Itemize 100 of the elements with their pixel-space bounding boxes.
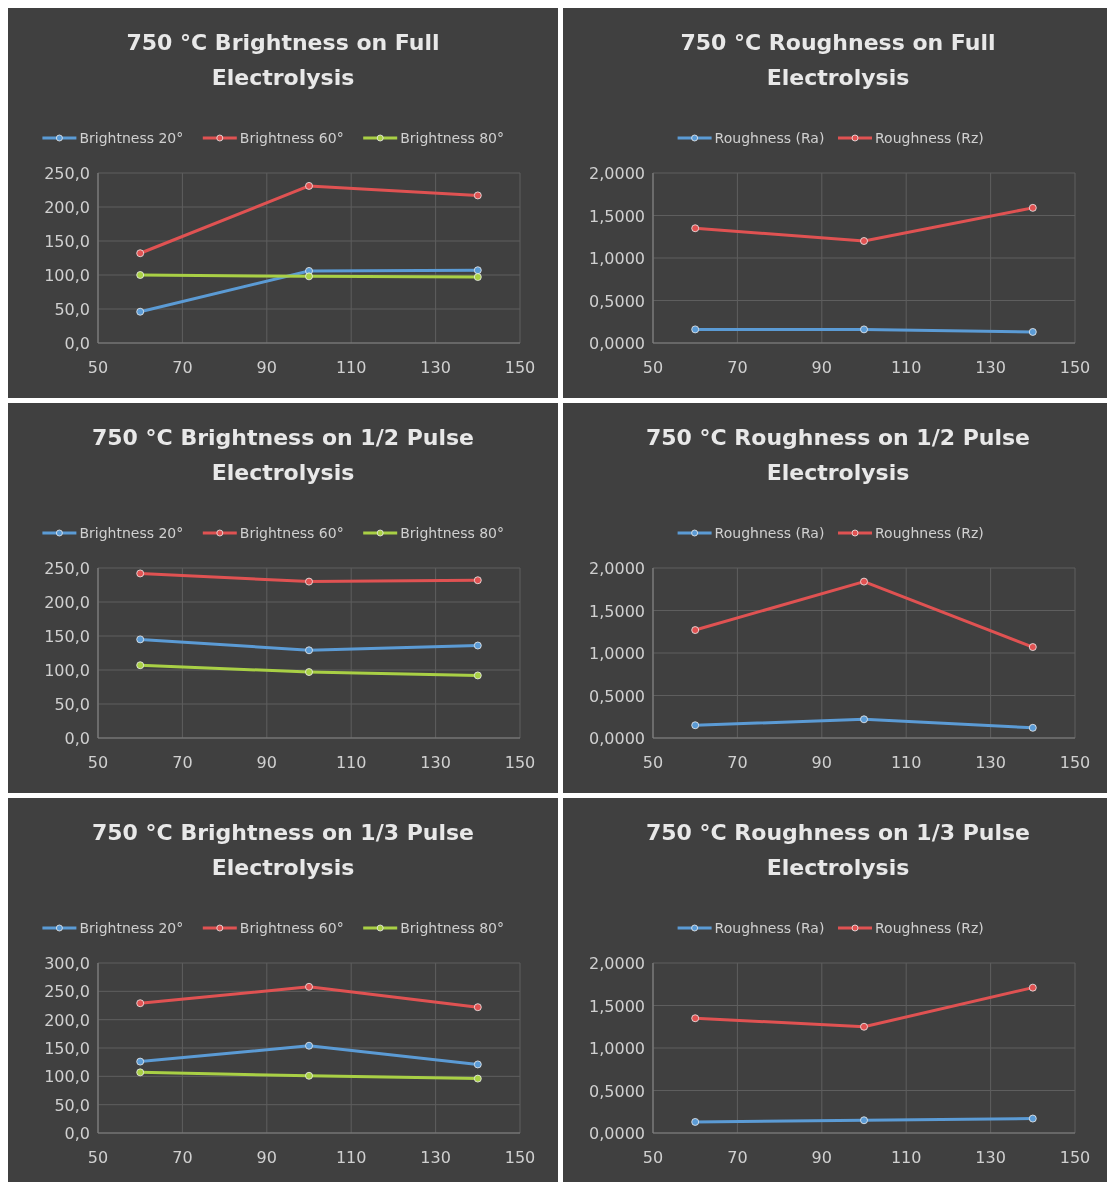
point bbox=[860, 325, 868, 334]
point bbox=[1028, 328, 1037, 336]
point bbox=[860, 1116, 868, 1125]
y-tick-label: 150,0 bbox=[44, 232, 90, 251]
y-tick-label: 1,0000 bbox=[589, 249, 645, 268]
x-tick-label: 90 bbox=[811, 753, 832, 772]
chart-title: 750 °C Brightness on Full Electrolysis bbox=[126, 30, 440, 90]
point bbox=[473, 671, 482, 680]
y-tick-label: 0,0 bbox=[64, 1124, 90, 1143]
point bbox=[860, 577, 868, 586]
point bbox=[136, 999, 145, 1008]
legend-label: Brightness 20° bbox=[79, 920, 184, 936]
y-tick-label: 1,5000 bbox=[589, 601, 645, 621]
y-tick-label: 0,0000 bbox=[589, 1124, 645, 1143]
x-tick-label: 50 bbox=[87, 753, 109, 772]
point bbox=[473, 1074, 482, 1083]
y-tick-label: 1,0000 bbox=[589, 1039, 645, 1058]
chart-title: 750 °C Roughness on Full Electrolysis bbox=[680, 30, 996, 90]
x-tick-label: 130 bbox=[975, 753, 1006, 772]
y-tick-label: 200,0 bbox=[44, 198, 90, 217]
legend-label: Roughness (Rz) bbox=[875, 920, 984, 936]
point bbox=[860, 1022, 868, 1031]
x-tick-label: 90 bbox=[256, 753, 277, 772]
x-tick-label: 150 bbox=[504, 358, 536, 377]
point bbox=[691, 1118, 700, 1126]
legend-label: Brightness 20° bbox=[79, 525, 184, 541]
point bbox=[473, 1003, 482, 1012]
point bbox=[136, 661, 145, 670]
legend-label: Brightness 60° bbox=[239, 130, 344, 146]
x-tick-label: 150 bbox=[1059, 1148, 1091, 1167]
x-tick-label: 130 bbox=[975, 1148, 1006, 1167]
x-tick-label: 70 bbox=[172, 753, 193, 772]
x-tick-label: 70 bbox=[727, 358, 748, 377]
y-tick-label: 2,0000 bbox=[589, 559, 645, 578]
y-tick-label: 250,0 bbox=[44, 982, 90, 1002]
legend-label: Roughness (Rz) bbox=[875, 130, 984, 146]
point bbox=[691, 1014, 700, 1023]
point bbox=[1028, 1114, 1037, 1123]
y-tick-label: 0,0 bbox=[64, 729, 90, 748]
x-tick-label: 110 bbox=[890, 1148, 922, 1167]
point bbox=[691, 626, 700, 634]
x-tick-label: 90 bbox=[811, 358, 832, 377]
x-tick-label: 70 bbox=[172, 1148, 193, 1167]
y-tick-label: 150,0 bbox=[44, 627, 90, 646]
legend-label: Brightness 80° bbox=[400, 920, 505, 936]
point bbox=[136, 569, 145, 578]
x-tick-label: 110 bbox=[890, 358, 922, 377]
point bbox=[473, 641, 482, 650]
legend-label: Brightness 60° bbox=[239, 525, 344, 541]
y-tick-label: 100,0 bbox=[44, 661, 90, 680]
legend-label: Brightness 80° bbox=[400, 130, 505, 146]
legend-label: Brightness 20° bbox=[79, 130, 184, 146]
x-tick-label: 50 bbox=[87, 1148, 109, 1167]
x-tick-label: 50 bbox=[642, 1148, 664, 1167]
point bbox=[473, 191, 482, 200]
point bbox=[305, 1041, 313, 1050]
x-tick-label: 70 bbox=[172, 358, 193, 377]
x-tick-label: 50 bbox=[87, 358, 109, 377]
point bbox=[305, 982, 313, 991]
x-tick-label: 130 bbox=[420, 753, 451, 772]
x-tick-label: 130 bbox=[975, 358, 1006, 377]
y-tick-label: 0,0 bbox=[64, 334, 90, 353]
y-tick-label: 0,5000 bbox=[589, 1081, 645, 1101]
x-tick-label: 130 bbox=[420, 1148, 451, 1167]
point bbox=[473, 1060, 482, 1069]
x-tick-label: 130 bbox=[420, 358, 451, 377]
y-tick-label: 50,0 bbox=[54, 1095, 90, 1115]
x-tick-label: 110 bbox=[335, 753, 367, 772]
point bbox=[473, 273, 482, 281]
y-tick-label: 1,5000 bbox=[589, 996, 645, 1016]
y-tick-label: 1,5000 bbox=[589, 206, 645, 226]
y-tick-label: 250,0 bbox=[44, 559, 90, 578]
point bbox=[136, 1057, 145, 1066]
point bbox=[305, 182, 313, 190]
x-tick-label: 90 bbox=[256, 358, 277, 377]
x-tick-label: 70 bbox=[727, 1148, 748, 1167]
y-tick-label: 200,0 bbox=[44, 1010, 90, 1030]
point bbox=[305, 1071, 313, 1080]
y-tick-label: 50,0 bbox=[54, 695, 90, 714]
x-tick-label: 150 bbox=[504, 1148, 536, 1167]
point bbox=[691, 721, 700, 730]
y-tick-label: 200,0 bbox=[44, 593, 90, 612]
chart-title: 750 °C Roughness on 1/3 Pulse Electrolysis bbox=[645, 820, 1031, 880]
point bbox=[1028, 643, 1037, 651]
y-tick-label: 100,0 bbox=[44, 1067, 90, 1087]
x-tick-label: 110 bbox=[335, 1148, 367, 1167]
y-tick-label: 0,0000 bbox=[589, 729, 645, 748]
y-tick-label: 300,0 bbox=[44, 954, 90, 973]
y-tick-label: 250,0 bbox=[44, 164, 90, 183]
y-tick-label: 100,0 bbox=[44, 266, 90, 285]
point bbox=[136, 1068, 145, 1077]
point bbox=[136, 307, 145, 316]
y-tick-label: 2,0000 bbox=[589, 954, 645, 973]
point bbox=[136, 635, 145, 644]
x-tick-label: 150 bbox=[1059, 358, 1091, 377]
point bbox=[1028, 983, 1037, 992]
point bbox=[860, 237, 868, 245]
y-tick-label: 150,0 bbox=[44, 1039, 90, 1058]
legend-label: Brightness 60° bbox=[239, 920, 344, 936]
chart-title: 750 °C Brightness on 1/3 Pulse Electrolysis bbox=[92, 820, 474, 880]
